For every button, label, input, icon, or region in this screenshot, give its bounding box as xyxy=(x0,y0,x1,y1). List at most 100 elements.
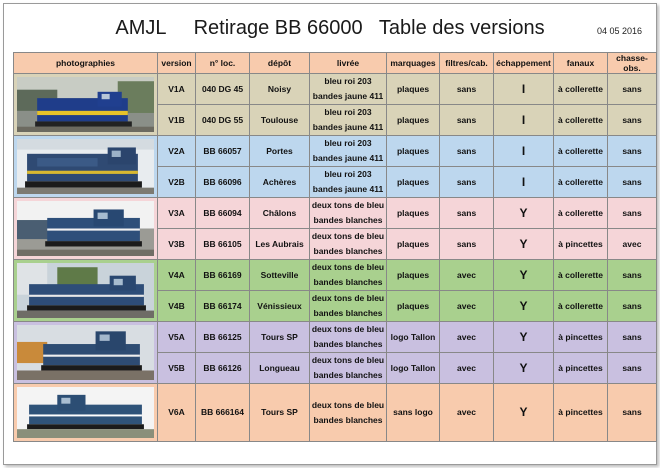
fanaux-cell: à pincettes xyxy=(553,383,608,442)
livree-cell: deux tons de bleu bandes blanches xyxy=(309,383,387,442)
chasse-cell: sans xyxy=(607,352,657,384)
livree-cell: bleu roi 203 bandes jaune 411 xyxy=(309,166,387,198)
chasse-cell: sans xyxy=(607,321,657,353)
photo-cell xyxy=(13,321,158,384)
chasse-cell: sans xyxy=(607,290,657,322)
col-header-version: version xyxy=(157,52,196,74)
chasse-cell: sans xyxy=(607,197,657,229)
table-row: V4B BB 66174 Vénissieux deux tons de ble… xyxy=(14,290,657,322)
version-cell: V5B xyxy=(157,352,196,384)
locomotive-photo-icon xyxy=(17,325,154,380)
version-cell: V2B xyxy=(157,166,196,198)
filtres-cell: avec xyxy=(439,259,494,291)
page-title: AMJL Retirage BB 66000 Table des version… xyxy=(115,17,545,39)
fanaux-cell: à collerette xyxy=(553,135,608,167)
photo-cell xyxy=(13,383,158,442)
chasse-cell: sans xyxy=(607,166,657,198)
version-cell: V6A xyxy=(157,383,196,442)
marquages-cell: logo Tallon xyxy=(386,321,440,353)
fanaux-cell: à collerette xyxy=(553,290,608,322)
echappement-cell: I xyxy=(493,135,554,167)
marquages-cell: plaques xyxy=(386,135,440,167)
livree-cell: deux tons de bleu bandes blanches xyxy=(309,197,387,229)
filtres-cell: avec xyxy=(439,290,494,322)
echappement-cell: Y xyxy=(493,197,554,229)
table-row: V1B 040 DG 55 Toulouse bleu roi 203 bande… xyxy=(14,104,657,136)
version-cell: V3B xyxy=(157,228,196,260)
col-header-filtres: filtres/cab. xyxy=(439,52,494,74)
table-row: V6A BB 666164 Tours SP deux tons de bleu… xyxy=(13,383,657,442)
version-cell: V5A xyxy=(157,321,196,353)
loc-cell: BB 66169 xyxy=(195,259,250,291)
echappement-cell: I xyxy=(493,73,554,105)
filtres-cell: avec xyxy=(439,352,494,384)
filtres-cell: sans xyxy=(439,166,494,198)
table-row: V2A BB 66057 Portes bleu roi 203 bandes j… xyxy=(13,135,657,198)
echappement-cell: Y xyxy=(493,290,554,322)
echappement-cell: Y xyxy=(493,352,554,384)
loc-cell: 040 DG 45 xyxy=(195,73,250,105)
chasse-cell: sans xyxy=(607,104,657,136)
depot-cell: Vénissieux xyxy=(249,290,310,322)
loc-cell: BB 66105 xyxy=(195,228,250,260)
locomotive-photo-icon xyxy=(17,77,154,132)
table-row: V5A BB 66125 Tours SP deux tons de bleu b… xyxy=(13,321,657,384)
photo-cell xyxy=(13,135,158,198)
loc-cell: 040 DG 55 xyxy=(195,104,250,136)
loc-cell: BB 66126 xyxy=(195,352,250,384)
locomotive-photo-icon xyxy=(17,263,154,318)
livree-cell: bleu roi 203 bandes jaune 411 xyxy=(309,135,387,167)
livree-cell: bleu roi 203 bandes jaune 411 xyxy=(309,73,387,105)
depot-cell: Longueau xyxy=(249,352,310,384)
version-cell: V3A xyxy=(157,197,196,229)
filtres-cell: sans xyxy=(439,104,494,136)
photo-cell xyxy=(13,197,158,260)
livree-cell: bleu roi 203 bandes jaune 411 xyxy=(309,104,387,136)
livree-cell: deux tons de bleu bandes blanches xyxy=(309,290,387,322)
depot-cell: Tours SP xyxy=(249,321,310,353)
depot-cell: Achères xyxy=(249,166,310,198)
marquages-cell: plaques xyxy=(386,228,440,260)
marquages-cell: plaques xyxy=(386,104,440,136)
livree-cell: deux tons de bleu bandes blanches xyxy=(309,228,387,260)
locomotive-photo-icon xyxy=(17,139,154,194)
echappement-cell: Y xyxy=(493,321,554,353)
marquages-cell: logo Tallon xyxy=(386,352,440,384)
table-row: V5B BB 66126 Longueau deux tons de bleu b… xyxy=(14,352,657,384)
marquages-cell: sans logo xyxy=(386,383,440,442)
col-header-marquages: marquages xyxy=(386,52,440,74)
depot-cell: Les Aubrais xyxy=(249,228,310,260)
loc-cell: BB 66057 xyxy=(195,135,250,167)
loc-cell: BB 66125 xyxy=(195,321,250,353)
chasse-cell: sans xyxy=(607,135,657,167)
col-header-livree: livrée xyxy=(309,52,387,74)
chasse-cell: sans xyxy=(607,259,657,291)
fanaux-cell: à pincettes xyxy=(553,352,608,384)
document-date: 04 05 2016 xyxy=(596,26,642,36)
col-header-fanaux: fanaux xyxy=(553,52,608,74)
filtres-cell: sans xyxy=(439,135,494,167)
fanaux-cell: à pincettes xyxy=(553,321,608,353)
filtres-cell: avec xyxy=(439,321,494,353)
chasse-cell: sans xyxy=(607,383,657,442)
marquages-cell: plaques xyxy=(386,166,440,198)
depot-cell: Châlons xyxy=(249,197,310,229)
fanaux-cell: à pincettes xyxy=(553,228,608,260)
version-cell: V4B xyxy=(157,290,196,322)
version-cell: V4A xyxy=(157,259,196,291)
depot-cell: Portes xyxy=(249,135,310,167)
fanaux-cell: à collerette xyxy=(553,166,608,198)
table-header-row: photographies version n° loc. dépôt livr… xyxy=(13,52,657,74)
filtres-cell: avec xyxy=(439,383,494,442)
depot-cell: Noisy xyxy=(249,73,310,105)
filtres-cell: sans xyxy=(439,197,494,229)
locomotive-photo-icon xyxy=(17,387,154,438)
depot-cell: Sotteville xyxy=(249,259,310,291)
version-cell: V2A xyxy=(157,135,196,167)
echappement-cell: Y xyxy=(493,228,554,260)
filtres-cell: sans xyxy=(439,228,494,260)
loc-cell: BB 666164 xyxy=(195,383,250,442)
col-header-depot: dépôt xyxy=(249,52,310,74)
col-header-echappement: échappement xyxy=(493,52,554,74)
loc-cell: BB 66174 xyxy=(195,290,250,322)
